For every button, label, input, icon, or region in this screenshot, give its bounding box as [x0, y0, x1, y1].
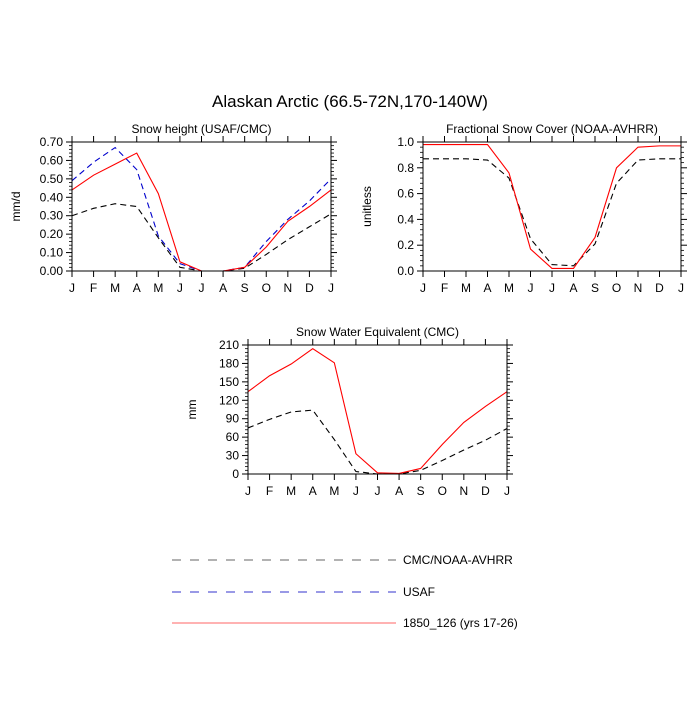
x-tick-label: S	[591, 281, 599, 295]
panel-title: Snow height (USAF/CMC)	[131, 122, 271, 136]
y-tick-label: 180	[219, 356, 239, 370]
x-tick-label: D	[655, 281, 664, 295]
x-tick-label: J	[528, 281, 534, 295]
x-tick-label: J	[375, 484, 381, 498]
x-tick-label: J	[549, 281, 555, 295]
y-tick-label: 150	[219, 375, 239, 389]
series-line-obs_black	[423, 158, 681, 267]
chart-panel-2: Fractional Snow Cover (NOAA-AVHRR) unitle…	[360, 122, 687, 295]
series-line-obs_black	[71, 203, 332, 272]
y-tick-label: 0.8	[397, 161, 414, 175]
x-tick-label: O	[612, 281, 621, 295]
y-tick-label: 0.60	[40, 153, 64, 167]
legend-label: USAF	[403, 585, 435, 599]
x-tick-label: J	[245, 484, 251, 498]
legend-item-usaf_blue: USAF	[172, 585, 435, 599]
y-tick-label: 0.2	[397, 238, 414, 252]
x-tick-label: D	[305, 281, 314, 295]
x-tick-label: J	[328, 281, 334, 295]
x-tick-label: S	[417, 484, 425, 498]
x-tick-label: O	[438, 484, 447, 498]
x-tick-label: J	[678, 281, 684, 295]
y-tick-label: 90	[226, 412, 240, 426]
y-tick-label: 0	[232, 467, 239, 481]
x-tick-label: A	[569, 281, 577, 295]
y-tick-label: 0.10	[40, 246, 64, 260]
x-tick-label: J	[69, 281, 75, 295]
x-tick-label: J	[177, 281, 183, 295]
panel-title: Snow Water Equivalent (CMC)	[296, 325, 459, 339]
y-tick-label: 0.00	[40, 264, 64, 278]
x-tick-label: M	[286, 484, 296, 498]
chart-panel-3: Snow Water Equivalent (CMC) mm 0 30 60 90 120 1…	[185, 325, 513, 498]
legend-label: 1850_126 (yrs 17-26)	[403, 616, 518, 630]
x-tick-label: M	[504, 281, 514, 295]
x-tick-label: F	[90, 281, 97, 295]
x-tick-label: A	[133, 281, 141, 295]
y-tick-label: 0.6	[397, 187, 414, 201]
legend-label: CMC/NOAA-AVHRR	[403, 553, 513, 567]
x-tick-label: M	[153, 281, 163, 295]
y-tick-label: 60	[226, 430, 240, 444]
y-tick-label: 0.0	[397, 264, 414, 278]
y-tick-label: 120	[219, 393, 239, 407]
y-tick-label: 0.50	[40, 172, 64, 186]
x-tick-label: S	[241, 281, 249, 295]
x-tick-label: F	[441, 281, 448, 295]
y-tick-label: 0.4	[397, 212, 414, 226]
x-tick-label: J	[504, 484, 510, 498]
page-title: Alaskan Arctic (66.5-72N,170-140W)	[212, 92, 488, 111]
y-tick-label: 1.0	[397, 135, 414, 149]
x-tick-label: M	[110, 281, 120, 295]
plot-frame	[247, 344, 508, 475]
y-tick-label: 30	[226, 449, 240, 463]
plot-frame	[71, 141, 332, 272]
x-tick-label: A	[395, 484, 403, 498]
legend: CMC/NOAA-AVHRR USAF 1850_126 (yrs 17-26)	[172, 553, 518, 630]
series-line-model_red	[247, 348, 508, 474]
y-axis-label: unitless	[360, 186, 374, 227]
legend-item-obs_black: CMC/NOAA-AVHRR	[172, 553, 513, 567]
x-tick-label: O	[262, 281, 271, 295]
y-tick-label: 0.70	[40, 135, 64, 149]
y-tick-label: 0.30	[40, 209, 64, 223]
x-tick-label: J	[353, 484, 359, 498]
legend-item-model_red: 1850_126 (yrs 17-26)	[172, 616, 518, 630]
chart-panel-1: Snow height (USAF/CMC) mm/d 0.00 0.10 0.20 0.…	[9, 122, 337, 295]
x-tick-label: N	[634, 281, 643, 295]
y-axis-label: mm/d	[9, 192, 23, 222]
x-tick-label: N	[283, 281, 292, 295]
x-tick-label: J	[199, 281, 205, 295]
y-tick-label: 0.20	[40, 227, 64, 241]
x-tick-label: F	[266, 484, 273, 498]
series-line-model_red	[71, 152, 332, 272]
x-tick-label: M	[461, 281, 471, 295]
x-tick-label: A	[483, 281, 491, 295]
x-tick-label: D	[481, 484, 490, 498]
y-tick-label: 210	[219, 338, 239, 352]
x-tick-label: A	[309, 484, 317, 498]
x-tick-label: J	[420, 281, 426, 295]
y-tick-label: 0.40	[40, 190, 64, 204]
plot-frame	[422, 141, 682, 272]
x-tick-label: A	[219, 281, 227, 295]
x-tick-label: N	[459, 484, 468, 498]
y-axis-label: mm	[185, 400, 199, 420]
series-line-model_red	[423, 144, 681, 269]
panel-title: Fractional Snow Cover (NOAA-AVHRR)	[446, 122, 658, 136]
x-tick-label: M	[329, 484, 339, 498]
